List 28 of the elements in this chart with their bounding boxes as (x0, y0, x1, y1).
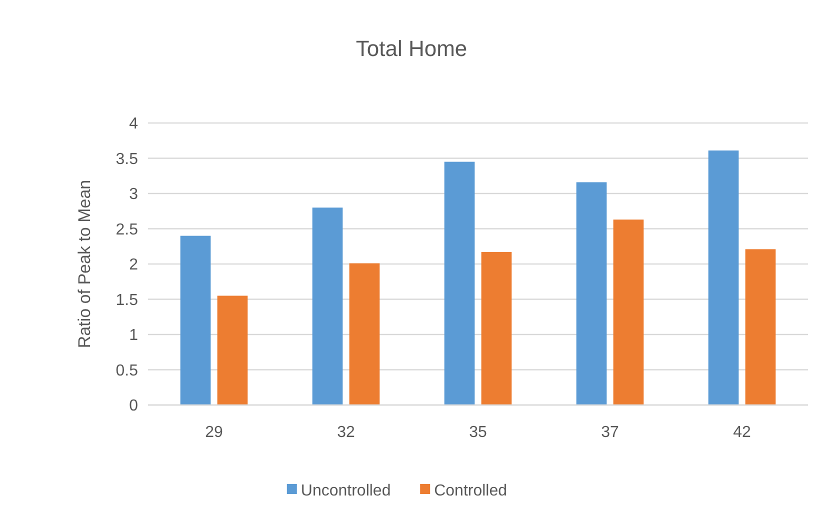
y-tick-label: 0.5 (116, 362, 138, 380)
bar (217, 296, 248, 405)
bar (576, 182, 607, 405)
y-tick-label: 3 (129, 186, 138, 204)
bar (745, 249, 776, 405)
y-axis-title: Ratio of Peak to Mean (75, 180, 94, 348)
bar (444, 162, 475, 405)
y-tick-label: 1 (129, 327, 138, 344)
bar (180, 236, 211, 405)
legend-label: Uncontrolled (300, 482, 391, 500)
legend-label: Controlled (434, 482, 508, 500)
y-tick-label: 2.5 (116, 221, 138, 238)
x-tick-label: 35 (469, 424, 487, 441)
bar (481, 252, 512, 405)
y-tick-label: 1.5 (116, 292, 138, 309)
x-tick-label: 42 (733, 424, 751, 441)
y-tick-label: 2 (129, 256, 138, 274)
x-tick-label: 29 (205, 424, 223, 441)
y-tick-label: 4 (129, 116, 138, 133)
bar (312, 208, 343, 405)
bar (613, 220, 644, 405)
x-tick-label: 37 (601, 424, 619, 441)
y-tick-label: 3.5 (116, 150, 138, 168)
bar (349, 263, 380, 405)
chart-title: Total Home (356, 36, 468, 61)
y-tick-label: 0 (129, 398, 138, 415)
x-tick-label: 32 (337, 424, 355, 441)
bar (708, 150, 739, 405)
